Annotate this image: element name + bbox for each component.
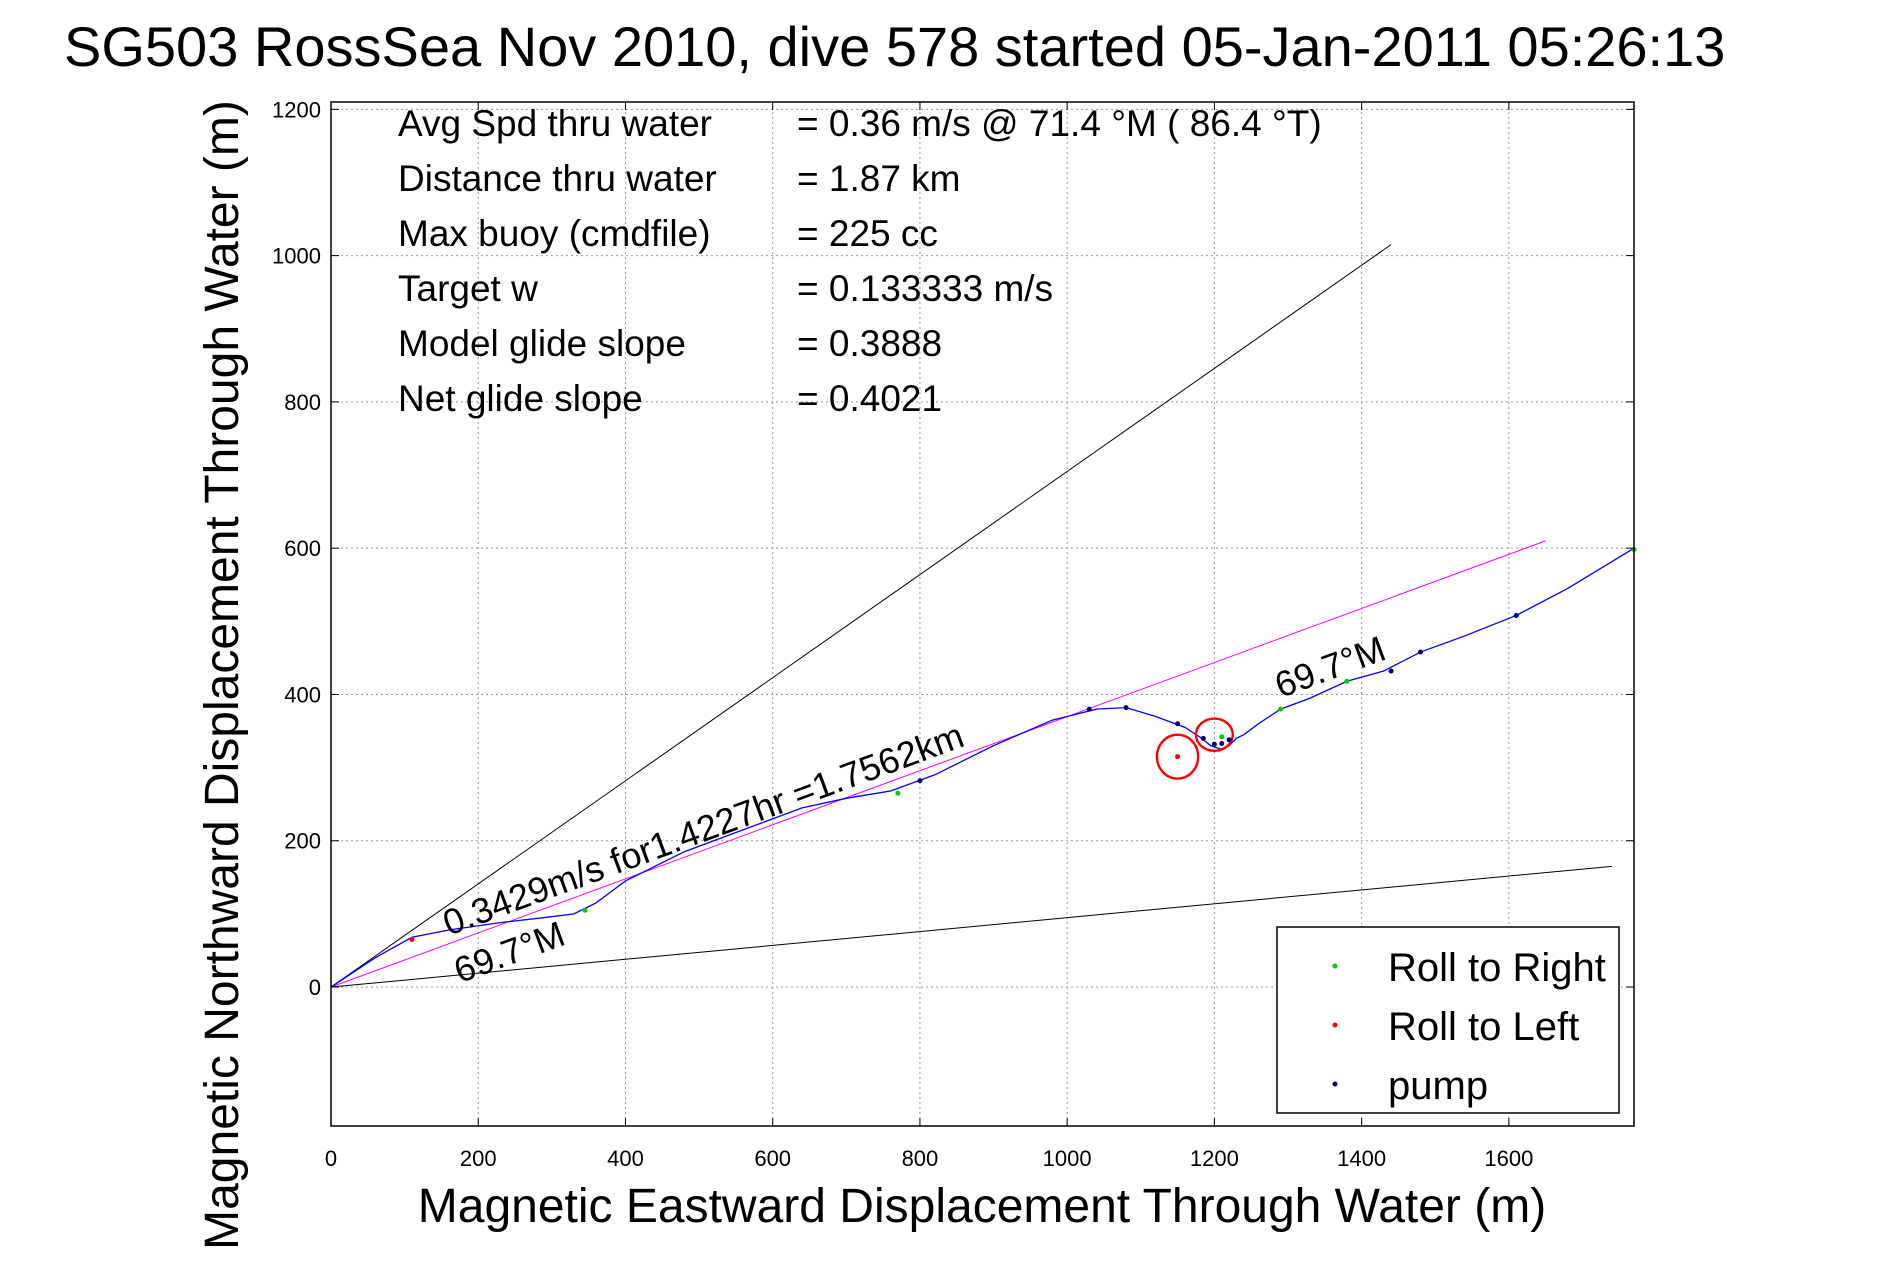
legend-marker: [1332, 1081, 1338, 1087]
y-tick-label: 600: [284, 536, 321, 561]
reference-line: [330, 540, 1546, 988]
pump-marker: [1219, 740, 1225, 746]
x-tick-label: 400: [607, 1146, 644, 1171]
track-loop-left: [1155, 733, 1200, 780]
info-value: = 0.36 m/s @ 71.4 °M ( 86.4 °T): [797, 103, 1322, 144]
reference-line: [330, 244, 1392, 988]
info-label: Avg Spd thru water: [398, 103, 712, 144]
pump-marker: [1086, 706, 1092, 712]
x-tick-label: 600: [754, 1146, 791, 1171]
reference-line: [330, 865, 1612, 988]
plot-frame: [330, 101, 1635, 1127]
pump-marker: [1175, 721, 1181, 727]
legend-label: Roll to Right: [1388, 946, 1606, 990]
roll-right-marker: [582, 907, 588, 913]
x-tick-label: 200: [460, 1146, 497, 1171]
legend-marker: [1332, 1022, 1338, 1028]
pump-marker: [1513, 612, 1519, 618]
annotation-text: 69.7°M: [1269, 628, 1391, 706]
pump-marker: [1123, 705, 1129, 711]
chart-title: SG503 RossSea Nov 2010, dive 578 started…: [64, 15, 1725, 78]
legend: Roll to Right Roll to Left pump: [1276, 926, 1620, 1114]
info-value: = 225 cc: [797, 213, 938, 254]
annotation-text: 0.3429m/s for1.4227hr =1.7562km: [437, 714, 969, 943]
y-tick-label: 400: [284, 682, 321, 707]
pump-marker: [1226, 737, 1232, 743]
roll-right-marker: [895, 790, 901, 796]
track-loop-right: [1194, 717, 1234, 752]
x-tick-label: 800: [902, 1146, 939, 1171]
info-label: Max buoy (cmdfile): [398, 213, 711, 254]
x-tick-label: 0: [325, 1146, 337, 1171]
info-box: Avg Spd thru water = 0.36 m/s @ 71.4 °M (…: [398, 103, 1322, 419]
info-label: Target w: [398, 268, 538, 309]
legend-label: pump: [1388, 1064, 1488, 1108]
grid: [330, 102, 1634, 1126]
marker-layer: [409, 547, 1637, 942]
pump-marker: [1418, 649, 1424, 655]
pump-marker: [1388, 668, 1394, 674]
legend-marker: [1332, 963, 1338, 969]
track-line: [330, 547, 1635, 988]
pump-marker: [917, 778, 923, 784]
info-label: Model glide slope: [398, 323, 686, 364]
y-axis-label: Magnetic Northward Displacement Through …: [196, 100, 249, 1250]
legend-label: Roll to Left: [1388, 1005, 1579, 1049]
roll-right-marker: [1344, 678, 1350, 684]
roll-left-marker: [1175, 754, 1181, 760]
y-tick-label: 0: [309, 975, 321, 1000]
info-value: = 0.4021: [797, 378, 942, 419]
x-tick-label: 1400: [1337, 1146, 1386, 1171]
info-value: = 1.87 km: [797, 158, 961, 199]
x-tick-label: 1000: [1043, 1146, 1092, 1171]
x-tick-label: 1600: [1484, 1146, 1533, 1171]
track-layer: [330, 547, 1635, 988]
x-axis-label: Magnetic Eastward Displacement Through W…: [418, 1180, 1546, 1233]
roll-right-marker: [1278, 706, 1284, 712]
roll-right-marker: [1219, 734, 1225, 740]
y-tick-label: 1200: [272, 97, 321, 122]
y-tick-label: 800: [284, 390, 321, 415]
pump-marker: [1211, 741, 1217, 747]
info-value: = 0.133333 m/s: [797, 268, 1053, 309]
tick-layer: 0 200 400 600 800 1000 1200 1400 1600 0 200 400 600 8…: [272, 97, 1634, 1171]
info-label: Distance thru water: [398, 158, 717, 199]
y-tick-label: 1000: [272, 244, 321, 269]
y-tick-label: 200: [284, 829, 321, 854]
x-tick-label: 1200: [1190, 1146, 1239, 1171]
info-value: = 0.3888: [797, 323, 942, 364]
pump-marker: [1200, 735, 1206, 741]
info-label: Net glide slope: [398, 378, 643, 419]
roll-left-marker: [409, 936, 415, 942]
reference-lines: [330, 244, 1612, 988]
annotations: 0.3429m/s for1.4227hr =1.7562km69.7°M69.…: [437, 628, 1390, 991]
